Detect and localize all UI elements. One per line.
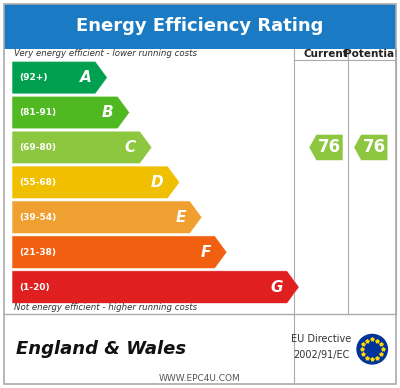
Text: EU Directive: EU Directive [291, 334, 351, 345]
Text: D: D [151, 175, 164, 190]
Text: G: G [271, 280, 283, 294]
Text: E: E [176, 210, 186, 225]
Text: 2002/91/EC: 2002/91/EC [293, 350, 349, 360]
Text: C: C [125, 140, 136, 155]
Polygon shape [12, 271, 299, 303]
Polygon shape [12, 201, 202, 234]
Polygon shape [309, 134, 343, 161]
Text: (81-91): (81-91) [19, 108, 56, 117]
Text: (92+): (92+) [19, 73, 48, 82]
Text: B: B [102, 105, 114, 120]
Text: 76: 76 [318, 139, 341, 156]
Polygon shape [12, 61, 107, 94]
Polygon shape [354, 134, 388, 161]
Polygon shape [12, 96, 130, 129]
Text: England & Wales: England & Wales [16, 340, 186, 358]
Polygon shape [12, 131, 152, 164]
Polygon shape [12, 166, 180, 199]
Polygon shape [12, 236, 227, 268]
Text: Not energy efficient - higher running costs: Not energy efficient - higher running co… [14, 303, 197, 312]
Text: F: F [200, 245, 211, 260]
Text: WWW.EPC4U.COM: WWW.EPC4U.COM [159, 374, 241, 383]
Text: (69-80): (69-80) [19, 143, 56, 152]
Text: (39-54): (39-54) [19, 213, 56, 222]
Text: Energy Efficiency Rating: Energy Efficiency Rating [76, 17, 324, 35]
Text: Current: Current [304, 49, 348, 59]
Text: (21-38): (21-38) [19, 248, 56, 257]
Text: (55-68): (55-68) [19, 178, 56, 187]
FancyBboxPatch shape [4, 4, 396, 49]
Text: A: A [80, 70, 91, 85]
Text: Potential: Potential [344, 49, 398, 59]
Circle shape [357, 334, 387, 364]
Text: 76: 76 [363, 139, 386, 156]
Text: (1-20): (1-20) [19, 282, 50, 292]
Text: Very energy efficient - lower running costs: Very energy efficient - lower running co… [14, 49, 197, 58]
